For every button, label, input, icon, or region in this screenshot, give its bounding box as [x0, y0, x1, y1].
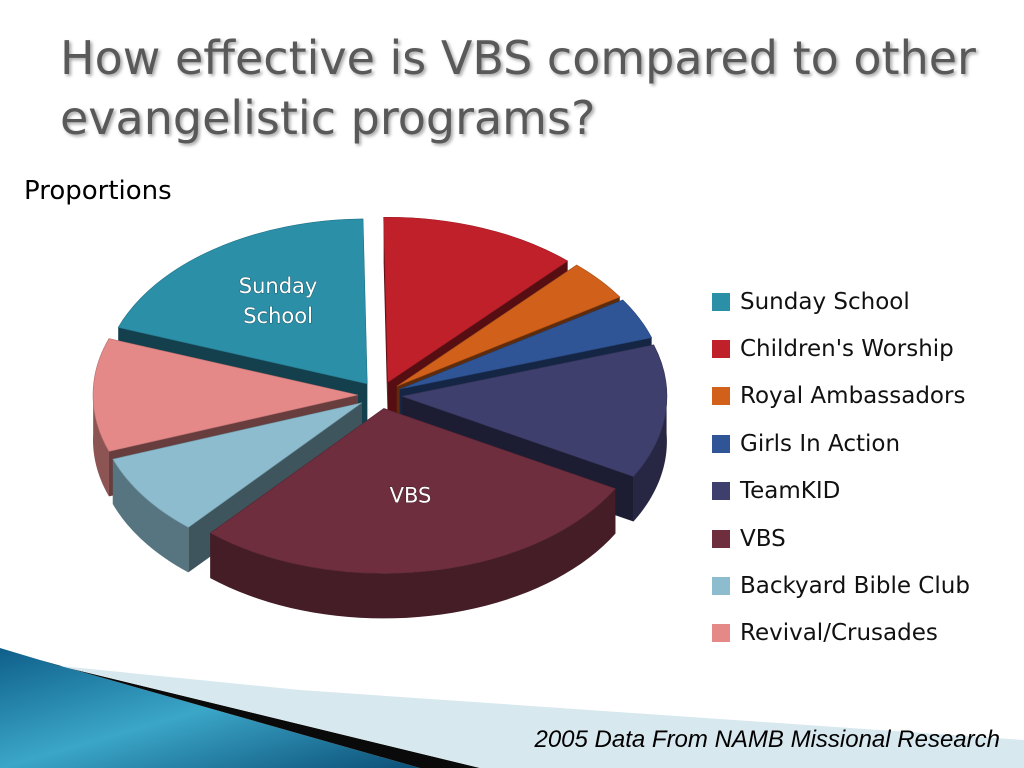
legend-item: Children's Worship [712, 325, 1012, 372]
legend-label: TeamKID [740, 478, 841, 505]
legend-item: Royal Ambassadors [712, 373, 1012, 420]
legend-label: Royal Ambassadors [740, 383, 966, 410]
legend-label: VBS [740, 525, 786, 552]
pie-chart: Sunday School VBS [92, 216, 668, 619]
legend-label: Backyard Bible Club [740, 573, 970, 600]
legend-swatch [712, 577, 730, 596]
chart-title: Proportions [24, 176, 172, 206]
chart-legend: Sunday School Children's Worship Royal A… [712, 278, 1012, 657]
slide-title: How effective is VBS compared to other e… [60, 31, 976, 145]
pie-slice-vbs [209, 408, 616, 619]
legend-swatch [712, 340, 730, 359]
legend-item: Revival/Crusades [712, 610, 1012, 657]
legend-label: Sunday School [740, 288, 910, 315]
legend-label: Revival/Crusades [740, 620, 938, 647]
legend-swatch [712, 529, 730, 548]
legend-label: Children's Worship [740, 336, 954, 363]
legend-item: Girls In Action [712, 420, 1012, 467]
legend-item: VBS [712, 515, 1012, 562]
legend-swatch [712, 624, 730, 643]
slice-label: VBS [390, 484, 432, 508]
legend-swatch [712, 292, 730, 311]
legend-label: Girls In Action [740, 430, 901, 457]
legend-item: Backyard Bible Club [712, 562, 1012, 609]
decorative-swoosh [0, 648, 1024, 768]
legend-item: TeamKID [712, 468, 1012, 515]
source-note: 2005 Data From NAMB Missional Research [534, 726, 1000, 753]
legend-swatch [712, 387, 730, 406]
legend-swatch [712, 434, 730, 453]
legend-swatch [712, 482, 730, 501]
legend-item: Sunday School [712, 278, 1012, 325]
slice-label: Sunday School [239, 274, 318, 328]
